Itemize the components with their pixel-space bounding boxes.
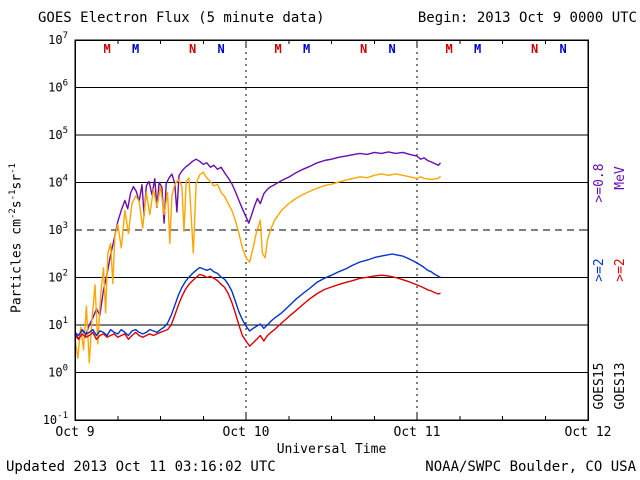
y-axis-unit-part: s (9, 200, 25, 209)
y-tick-label: 105 (48, 126, 68, 142)
y-axis-title: Particles cm-2s-1sr-1 (5, 128, 25, 348)
sat-marker-M: M (103, 42, 110, 56)
x-tick-label: Oct 10 (223, 425, 270, 440)
begin-label: Begin: 2013 Oct 9 0000 UTC (417, 10, 637, 26)
sat-marker-N: N (189, 42, 196, 56)
right-label-ge2-goes13: >=2 (613, 258, 628, 282)
y-axis-unit-sup: -1 (8, 189, 18, 201)
right-label-goes15: GOES15 (592, 362, 607, 410)
sat-marker-M: M (274, 42, 281, 56)
series-goes13-0-8-mev (74, 171, 441, 364)
right-label-goes13: GOES13 (613, 362, 628, 410)
y-tick-label: 100 (48, 364, 68, 380)
right-label-ge2-goes15: >=2 (592, 258, 607, 282)
y-tick-label: 104 (48, 174, 68, 190)
sat-marker-M: M (303, 42, 310, 56)
sat-marker-N: N (360, 42, 367, 56)
y-axis-unit-sup: -2 (8, 208, 18, 220)
y-axis-unit-part: Particles cm (9, 219, 25, 313)
sat-marker-N: N (388, 42, 395, 56)
x-tick-label: Oct 11 (394, 425, 441, 440)
y-tick-label: 103 (48, 221, 68, 237)
y-axis-unit-part: sr (9, 173, 25, 190)
series-goes15-0-8-mev (74, 151, 442, 340)
source-credit: NOAA/SWPC Boulder, CO USA (425, 459, 636, 475)
y-tick-label: 101 (48, 316, 68, 332)
y-axis-unit-sup: -1 (8, 163, 18, 174)
y-tick-label: 107 (48, 31, 68, 47)
page-title: GOES Electron Flux (5 minute data) (38, 10, 325, 26)
series-goes13-2-mev (74, 273, 441, 347)
updated-timestamp: Updated 2013 Oct 11 03:16:02 UTC (6, 459, 276, 475)
sat-marker-N: N (531, 42, 538, 56)
x-tick-label: Oct 9 (55, 425, 94, 440)
series-goes15-2-mev (74, 253, 441, 337)
sat-marker-N: N (559, 42, 566, 56)
y-tick-label: 106 (48, 79, 68, 95)
sat-marker-M: M (474, 42, 481, 56)
x-tick-label: Oct 12 (565, 425, 612, 440)
sat-marker-N: N (217, 42, 224, 56)
y-tick-label: 102 (48, 269, 68, 285)
sat-marker-M: M (132, 42, 139, 56)
sat-marker-M: M (445, 42, 452, 56)
x-axis-title: Universal Time (276, 442, 387, 457)
